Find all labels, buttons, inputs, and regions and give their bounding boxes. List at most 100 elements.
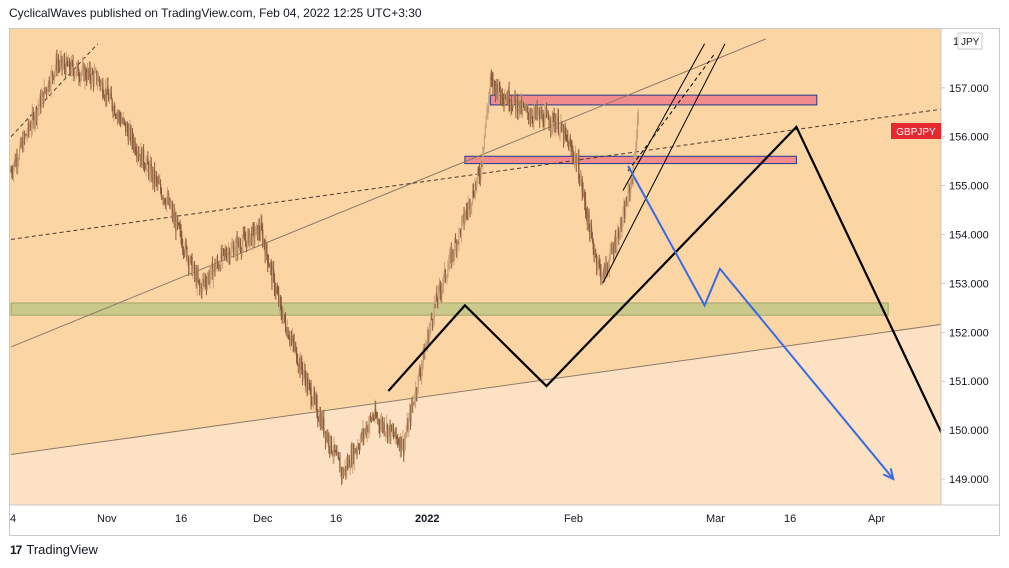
candle-body xyxy=(418,371,420,376)
candle-body xyxy=(446,277,448,279)
candle-body xyxy=(469,200,471,210)
candle-body xyxy=(275,289,277,293)
time-tick-label: 16 xyxy=(175,513,187,525)
candle-body xyxy=(432,319,434,323)
candle-body xyxy=(612,249,614,251)
candle-body xyxy=(27,123,29,135)
candle-body xyxy=(628,186,630,188)
candle-body xyxy=(113,106,115,113)
candle-body xyxy=(188,257,190,267)
candle-body xyxy=(568,142,571,151)
candle-body xyxy=(69,59,71,70)
candle-body xyxy=(145,163,147,170)
candle-body xyxy=(616,236,618,247)
candle-body xyxy=(620,219,622,229)
candle-body xyxy=(181,237,183,247)
candle-body xyxy=(262,239,265,243)
candle-body xyxy=(299,358,301,371)
candle-body xyxy=(286,328,288,335)
candle-body xyxy=(345,466,347,472)
candle-body xyxy=(460,229,462,235)
candle-body xyxy=(498,82,500,94)
candle-body xyxy=(584,192,586,202)
candle-body xyxy=(68,59,70,67)
candle-body xyxy=(176,217,178,231)
candle-body xyxy=(352,447,354,465)
candle-body xyxy=(321,416,323,428)
candle-body xyxy=(433,304,435,320)
channel-layer xyxy=(602,43,726,284)
candle-body xyxy=(517,99,519,114)
candle-body xyxy=(194,264,196,275)
time-tick-label: 4 xyxy=(10,513,16,525)
candle-body xyxy=(73,70,75,77)
candle-body xyxy=(536,107,538,116)
candle-body xyxy=(273,275,276,292)
candle-body xyxy=(359,439,361,449)
candle-body xyxy=(264,245,266,256)
candle-body xyxy=(98,77,100,82)
candle-body xyxy=(91,71,93,83)
candle-body xyxy=(505,97,508,100)
candle-body xyxy=(561,122,563,131)
gbpjpy-chart[interactable]: 149.000 150.000 151.000 152.000 153.000 154.0… xyxy=(10,29,1000,536)
candle-body xyxy=(119,112,121,118)
candle-body xyxy=(409,411,412,421)
candle-body xyxy=(540,111,542,119)
candle-body xyxy=(613,249,615,254)
candle-body xyxy=(589,225,591,239)
candle-body xyxy=(337,453,339,458)
candle-body xyxy=(426,342,428,346)
candle-body xyxy=(122,118,124,122)
projection-blue-arrowhead xyxy=(882,468,895,481)
candle-body xyxy=(349,467,351,469)
candle-body xyxy=(223,249,225,253)
candle-body xyxy=(228,251,231,260)
candle-body xyxy=(522,104,525,107)
candle-body xyxy=(598,260,600,264)
publish-info: CyclicalWaves published on TradingView.c… xyxy=(9,6,422,20)
candle-body xyxy=(454,241,456,255)
candle-body xyxy=(491,79,493,81)
candle-body xyxy=(188,263,191,267)
candle-body xyxy=(511,103,513,107)
candle-body xyxy=(581,179,583,192)
candle-body xyxy=(482,154,484,163)
candle-body xyxy=(276,289,278,293)
candle-body xyxy=(314,398,316,400)
candle-body xyxy=(451,250,453,264)
candle-body xyxy=(602,268,605,274)
candle-body xyxy=(373,417,375,419)
candle-body xyxy=(516,99,518,110)
candle-body xyxy=(421,361,423,368)
candle-body xyxy=(270,264,272,266)
chart-frame[interactable]: 149.000 150.000 151.000 152.000 153.000 154.0… xyxy=(9,28,1000,536)
currency-badge-box[interactable] xyxy=(957,32,983,50)
candle-body xyxy=(619,237,621,240)
candle-body xyxy=(528,112,530,119)
candle-body xyxy=(235,240,237,244)
candle-body xyxy=(505,98,507,100)
candle-body xyxy=(324,431,327,440)
candle-body xyxy=(17,161,19,165)
candle-body xyxy=(624,207,626,218)
candle-body xyxy=(316,400,318,416)
candle-body xyxy=(390,425,392,439)
candle-body xyxy=(291,337,293,340)
candle-body xyxy=(378,419,380,425)
candle-body xyxy=(526,106,528,109)
candle-body xyxy=(436,294,438,302)
currency-badge[interactable]: JPY xyxy=(961,37,980,48)
candle-body xyxy=(22,140,24,151)
candle-body xyxy=(123,118,125,122)
candle-body xyxy=(395,428,397,437)
candle-body xyxy=(263,239,265,246)
candle-body xyxy=(120,121,123,124)
candle-body xyxy=(452,250,454,256)
candle-body xyxy=(572,149,574,156)
candle-body xyxy=(247,230,249,235)
candle-body xyxy=(24,134,26,138)
candle-body xyxy=(422,349,424,362)
candle-body xyxy=(10,170,12,172)
candle-body xyxy=(537,113,539,116)
